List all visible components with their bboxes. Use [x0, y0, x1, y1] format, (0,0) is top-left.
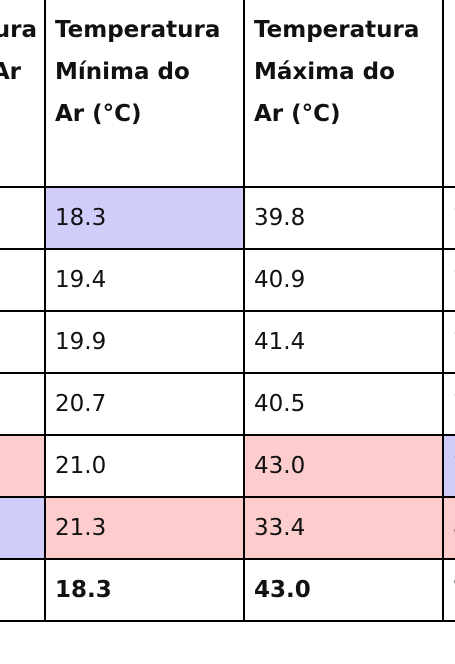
table-cell: 19.4 [55, 267, 107, 293]
header-cell: UII( [443, 0, 455, 187]
header-cell: Temperatura Máxima do Ar (°C) [244, 0, 443, 187]
row-border [0, 186, 455, 188]
header-line: Ar [0, 59, 21, 85]
table-cell: 20.7 [55, 391, 107, 417]
header-line: Mínima do [55, 59, 190, 85]
header-cell: Temperatura Mínima do Ar (°C) [45, 0, 244, 187]
header-line: I [453, 51, 455, 93]
row-border [0, 248, 455, 250]
table-cell: 7 [443, 311, 455, 373]
column-border [442, 0, 444, 621]
table-cell: 41.4 [254, 329, 306, 355]
table-cell: 21.3 [45, 497, 244, 559]
row-border [0, 496, 455, 498]
header-line: Ar (°C) [254, 101, 341, 127]
row-border [0, 372, 455, 374]
header-line: U [453, 9, 455, 51]
header-line: I [453, 93, 455, 135]
column-border [243, 0, 245, 621]
table-cell: 7 [443, 435, 455, 497]
row-border [0, 310, 455, 312]
header-cell: ura Ar [0, 0, 44, 187]
table-cell [0, 435, 44, 497]
table-cell: 43.0 [254, 577, 311, 603]
row-border [0, 620, 455, 622]
table-cell: 43.0 [244, 435, 443, 497]
table-cell [0, 249, 44, 311]
table-cell: 19.9 [55, 329, 107, 355]
header-line: Ar (°C) [55, 101, 142, 127]
table-cell: 40.9 [254, 267, 306, 293]
header-line: ura [0, 17, 37, 43]
table-cell: 7 [443, 559, 455, 621]
header-line: Temperatura [55, 17, 221, 43]
table-cell [0, 187, 44, 249]
header-line: Temperatura [254, 17, 420, 43]
table-cell: 7 [443, 249, 455, 311]
row-border [0, 434, 455, 436]
table-cell: 33.4 [244, 497, 443, 559]
table-cell: 18.3 [45, 187, 244, 249]
table-cell [0, 559, 44, 621]
row-border [0, 558, 455, 560]
table-cell: 8 [443, 497, 455, 559]
table-cell: 39.8 [254, 205, 306, 231]
header-line: Máxima do [254, 59, 395, 85]
table-cell: 21.0 [55, 453, 107, 479]
table-cell: 7 [443, 187, 455, 249]
column-border [44, 0, 46, 621]
table-cell [0, 373, 44, 435]
table-cell: 7 [443, 373, 455, 435]
header-line: ( [453, 135, 455, 177]
table-cell: 18.3 [55, 577, 112, 603]
table-cell [0, 311, 44, 373]
table-cell [0, 497, 44, 559]
table-cell: 40.5 [254, 391, 306, 417]
